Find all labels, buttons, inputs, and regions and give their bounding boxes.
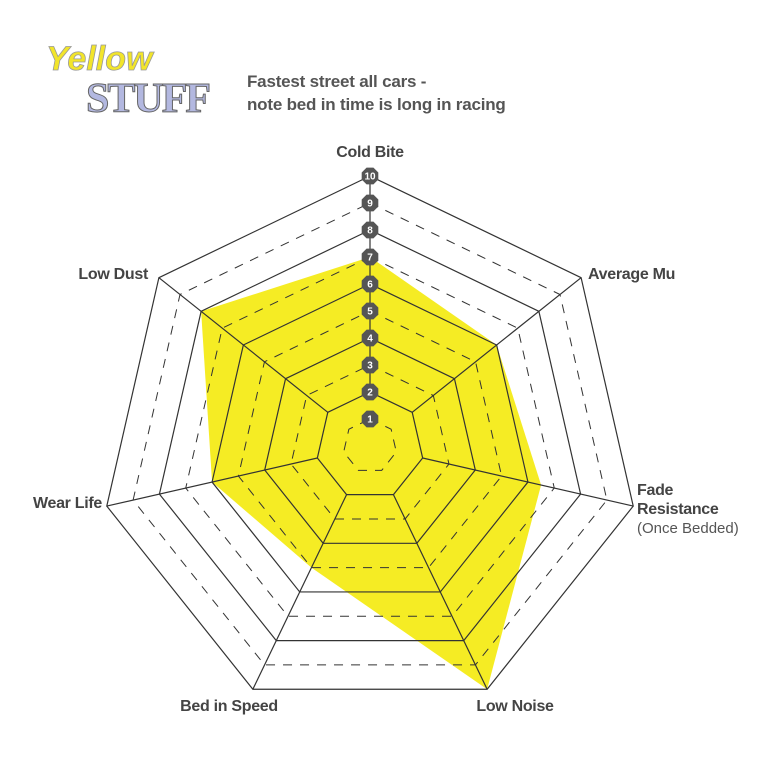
grid-ring-9 bbox=[132, 202, 608, 666]
tick-badge bbox=[361, 383, 379, 401]
grid-ring-7 bbox=[185, 256, 555, 617]
logo-stuff: STUFF bbox=[86, 76, 209, 122]
tick-label: 7 bbox=[367, 253, 373, 264]
tick-badge bbox=[361, 275, 379, 293]
chart-title: Fastest street all cars - note bed in ti… bbox=[247, 70, 506, 116]
axis-label: Cold Bite bbox=[336, 144, 404, 161]
logo-yellow: Yellow bbox=[46, 40, 155, 78]
grid-ring-1 bbox=[343, 418, 397, 471]
yellow-stuff-logo: Yellow STUFF bbox=[46, 40, 212, 123]
tick-label: 6 bbox=[367, 280, 373, 291]
grid-ring-8 bbox=[158, 229, 582, 642]
tick-label: 8 bbox=[367, 226, 373, 237]
grid-ring-5 bbox=[237, 310, 503, 569]
tick-badge bbox=[361, 329, 379, 347]
axis-label-line2: Resistance bbox=[637, 501, 719, 518]
tick-badge bbox=[361, 302, 379, 320]
tick-badge bbox=[361, 356, 379, 374]
tick-label: 9 bbox=[367, 199, 373, 210]
axis-label: Fade bbox=[637, 482, 674, 499]
axis-spoke bbox=[392, 494, 488, 690]
tick-label: 5 bbox=[367, 307, 373, 318]
data-area bbox=[201, 257, 542, 690]
tick-badge bbox=[361, 194, 379, 212]
grid-ring-2 bbox=[316, 391, 424, 496]
tick-badge bbox=[361, 410, 379, 428]
tick-label: 1 bbox=[367, 415, 373, 426]
axis-label: Bed in Speed bbox=[180, 698, 278, 715]
axis-spoke bbox=[422, 457, 634, 507]
axis-sublabel: (Once Bedded) bbox=[637, 520, 739, 537]
axis-spoke bbox=[411, 277, 582, 413]
tick-badge bbox=[361, 167, 379, 185]
grid-ring-4 bbox=[264, 337, 476, 544]
tick-label: 2 bbox=[367, 388, 373, 399]
grid-ring-3 bbox=[290, 364, 450, 520]
tick-label: 10 bbox=[364, 172, 376, 183]
axis-spoke bbox=[158, 277, 329, 413]
grid-ring-10 bbox=[106, 175, 634, 690]
title-line-2: note bed in time is long in racing bbox=[247, 95, 506, 114]
tick-label: 4 bbox=[367, 334, 373, 345]
axis-label: Low Noise bbox=[476, 698, 554, 715]
tick-badge bbox=[361, 248, 379, 266]
axis-label: Wear Life bbox=[33, 495, 102, 512]
axis-spoke bbox=[106, 457, 318, 507]
title-line-1: Fastest street all cars - bbox=[247, 72, 427, 91]
axis-label: Average Mu bbox=[588, 266, 675, 283]
tick-label: 3 bbox=[367, 361, 373, 372]
tick-badge bbox=[361, 221, 379, 239]
axis-label: Low Dust bbox=[78, 266, 149, 283]
axis-spoke bbox=[252, 494, 348, 690]
grid-ring-6 bbox=[211, 283, 529, 593]
